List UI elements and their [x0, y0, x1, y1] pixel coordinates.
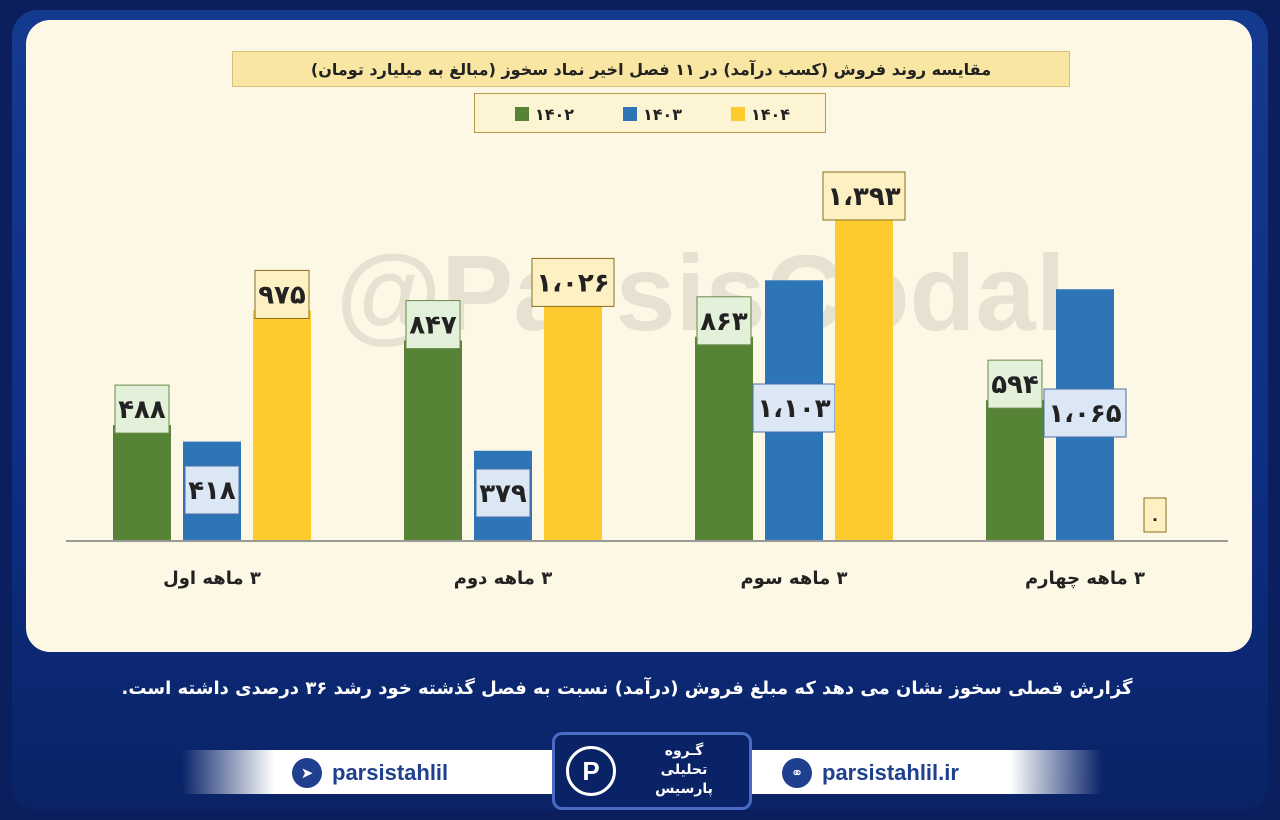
data-label-box-1-0: [184, 465, 240, 515]
bar-2-1: [544, 298, 602, 540]
legend-label-1402: ۱۴۰۲: [535, 104, 575, 124]
data-label-0-2: ۸۶۳: [700, 307, 748, 337]
bar-2-0: [253, 310, 311, 540]
bar-0-0: [113, 425, 171, 540]
chart-panel: @ParsisCodal مقایسه روند فروش (کسب درآمد…: [26, 20, 1252, 652]
logo-line-1: گـروه: [664, 743, 704, 759]
infographic-frame: @ParsisCodal مقایسه روند فروش (کسب درآمد…: [12, 10, 1268, 810]
telegram-icon: ➤: [292, 758, 322, 788]
data-label-1-0: ۴۱۸: [188, 476, 236, 506]
logo-line-2: تحلیلی: [660, 762, 708, 778]
data-label-box-2-1: [531, 257, 615, 307]
category-label-1: ۳ ماهه دوم: [454, 568, 552, 589]
data-label-box-0-3: [987, 359, 1043, 409]
website-link[interactable]: ⚭ parsistahlil.ir: [782, 758, 959, 788]
legend-label-1404: ۱۴۰۴: [751, 104, 791, 124]
logo-text: گـروه تحلیلی پارسیس: [624, 742, 744, 799]
category-label-0: ۳ ماهه اول: [163, 568, 261, 589]
data-label-2-0: ۹۷۵: [258, 280, 306, 310]
legend-swatch-1404: [731, 107, 745, 121]
data-label-1-3: ۱،۰۶۵: [1048, 399, 1121, 429]
category-label-2: ۳ ماهه سوم: [740, 568, 847, 589]
chart-title: مقایسه روند فروش (کسب درآمد) در ۱۱ فصل ا…: [232, 51, 1070, 87]
data-label-2-3: ۰: [1150, 509, 1160, 528]
logo-mark-icon: P: [566, 746, 616, 796]
legend-item-1404: ۱۴۰۴: [731, 104, 790, 124]
data-label-2-1: ۱،۰۲۶: [536, 268, 609, 298]
data-label-box-0-1: [405, 300, 461, 350]
data-label-box-0-0: [114, 384, 170, 434]
legend-item-1402: ۱۴۰۲: [515, 104, 574, 124]
data-label-1-1: ۳۷۹: [479, 479, 527, 509]
legend-label-1403: ۱۴۰۳: [643, 104, 683, 124]
data-label-box-0-2: [696, 296, 752, 346]
category-label-3: ۳ ماهه چهارم: [1025, 568, 1145, 589]
data-label-box-1-3: [1043, 388, 1127, 438]
website-url: parsistahlil.ir: [822, 760, 959, 785]
data-label-0-1: ۸۴۷: [409, 311, 457, 341]
data-label-0-3: ۵۹۴: [991, 370, 1039, 400]
data-label-box-1-1: [475, 468, 531, 518]
data-label-box-2-0: [254, 269, 310, 319]
bar-0-1: [404, 340, 462, 540]
data-label-2-2: ۱،۳۹۳: [827, 182, 900, 212]
legend-swatch-1403: [623, 107, 637, 121]
data-label-box-2-2: [822, 171, 906, 221]
summary-text: گزارش فصلی سخوز نشان می دهد که مبلغ فروش…: [121, 678, 1133, 699]
bar-2-2: [835, 212, 893, 540]
globe-icon: ⚭: [782, 758, 812, 788]
bar-0-3: [986, 400, 1044, 540]
legend-swatch-1402: [515, 107, 529, 121]
logo-line-3: پارسیس: [655, 781, 713, 797]
bar-0-2: [695, 336, 753, 540]
data-label-1-2: ۱،۱۰۳: [757, 394, 830, 424]
telegram-handle: parsistahlil: [332, 760, 449, 785]
data-label-box-2-3: [1143, 497, 1167, 533]
legend: ۱۴۰۲ ۱۴۰۳ ۱۴۰۴: [474, 93, 826, 133]
data-label-0-0: ۴۸۸: [118, 395, 166, 425]
telegram-link[interactable]: ➤ parsistahlil: [292, 758, 448, 788]
brand-logo: P گـروه تحلیلی پارسیس: [552, 732, 752, 810]
legend-item-1403: ۱۴۰۳: [623, 104, 682, 124]
